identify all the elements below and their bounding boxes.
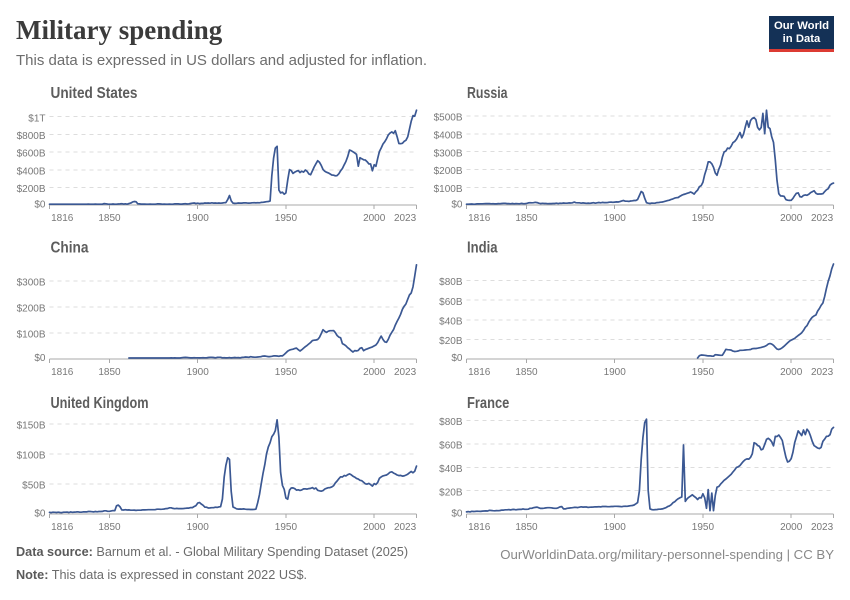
svg-text:1850: 1850 [515, 522, 538, 533]
svg-text:1900: 1900 [187, 367, 210, 378]
svg-text:1816: 1816 [51, 367, 74, 378]
svg-text:1850: 1850 [515, 367, 538, 378]
svg-text:2000: 2000 [363, 522, 386, 533]
svg-text:1950: 1950 [692, 367, 715, 378]
svg-text:$80B: $80B [439, 417, 463, 428]
svg-text:2000: 2000 [780, 367, 803, 378]
svg-text:$200B: $200B [434, 166, 463, 177]
svg-text:India: India [467, 240, 498, 257]
svg-text:$400B: $400B [434, 131, 463, 142]
svg-text:1850: 1850 [98, 213, 121, 224]
svg-text:$600B: $600B [17, 149, 46, 160]
svg-text:2023: 2023 [394, 213, 417, 224]
svg-text:$200B: $200B [17, 304, 46, 315]
svg-text:1816: 1816 [51, 213, 74, 224]
svg-text:1950: 1950 [275, 367, 298, 378]
svg-text:1850: 1850 [98, 367, 121, 378]
svg-text:$0: $0 [451, 353, 463, 364]
svg-text:1950: 1950 [692, 522, 715, 533]
svg-text:2000: 2000 [363, 213, 386, 224]
svg-text:2000: 2000 [363, 367, 386, 378]
svg-text:$100B: $100B [434, 184, 463, 195]
svg-text:1900: 1900 [604, 522, 627, 533]
svg-text:$0: $0 [451, 508, 463, 519]
svg-text:$150B: $150B [17, 421, 46, 432]
svg-text:1850: 1850 [515, 213, 538, 224]
svg-text:2023: 2023 [811, 522, 834, 533]
svg-text:United Kingdom: United Kingdom [51, 395, 149, 412]
svg-text:United States: United States [51, 85, 138, 102]
svg-text:$100B: $100B [17, 330, 46, 341]
svg-text:1950: 1950 [692, 213, 715, 224]
svg-text:$0: $0 [34, 199, 46, 210]
svg-text:2000: 2000 [780, 213, 803, 224]
svg-text:2023: 2023 [394, 367, 417, 378]
svg-text:$300B: $300B [17, 278, 46, 289]
svg-text:$300B: $300B [434, 148, 463, 159]
svg-text:1850: 1850 [98, 522, 121, 533]
svg-text:China: China [51, 240, 89, 257]
svg-text:$60B: $60B [439, 440, 463, 451]
svg-text:$400B: $400B [17, 166, 46, 177]
svg-text:1950: 1950 [275, 522, 298, 533]
svg-text:$0: $0 [34, 353, 46, 364]
svg-text:$500B: $500B [434, 113, 463, 124]
svg-text:2023: 2023 [811, 367, 834, 378]
svg-text:2023: 2023 [394, 522, 417, 533]
svg-text:$60B: $60B [439, 297, 463, 308]
svg-text:1950: 1950 [275, 213, 298, 224]
svg-text:$20B: $20B [439, 336, 463, 347]
svg-text:$800B: $800B [17, 131, 46, 142]
svg-text:1900: 1900 [604, 367, 627, 378]
svg-text:2000: 2000 [780, 522, 803, 533]
svg-text:1816: 1816 [468, 367, 491, 378]
svg-text:$80B: $80B [439, 277, 463, 288]
svg-text:$40B: $40B [439, 316, 463, 327]
svg-text:$100B: $100B [17, 451, 46, 462]
svg-text:2023: 2023 [811, 213, 834, 224]
svg-text:$1T: $1T [28, 113, 45, 124]
svg-text:$20B: $20B [439, 487, 463, 498]
svg-text:$50B: $50B [22, 481, 46, 492]
svg-text:1900: 1900 [187, 213, 210, 224]
svg-text:1816: 1816 [468, 522, 491, 533]
svg-text:$200B: $200B [17, 184, 46, 195]
svg-text:1816: 1816 [51, 522, 74, 533]
svg-text:$40B: $40B [439, 464, 463, 475]
svg-text:Russia: Russia [467, 85, 508, 102]
svg-text:1900: 1900 [604, 213, 627, 224]
svg-text:France: France [467, 395, 509, 412]
svg-text:$0: $0 [451, 199, 463, 210]
svg-text:1816: 1816 [468, 213, 491, 224]
svg-text:1900: 1900 [187, 522, 210, 533]
svg-text:$0: $0 [34, 508, 46, 519]
